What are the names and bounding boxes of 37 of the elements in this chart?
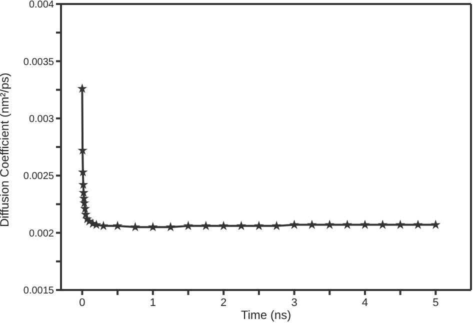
point [361,220,369,228]
y-tick-label: 0.004 [28,0,54,11]
y-tick-label: 0.0025 [23,171,54,182]
x-tick-label: 4 [362,297,368,309]
point [255,222,263,230]
point [202,222,210,230]
point [100,222,108,230]
y-axis-title: Diffusion Coefficient (nm²/ps) [0,72,12,227]
x-tick-label: 1 [150,297,156,309]
point [114,222,122,230]
point [166,223,174,230]
point [184,222,192,230]
point [414,220,422,228]
point [326,220,334,228]
y-tick-label: 0.003 [28,114,54,125]
point [220,222,228,230]
point [308,220,316,228]
point [78,84,86,92]
point [79,168,87,176]
x-tick-label: 5 [432,297,439,309]
point [92,220,100,228]
x-tick-label: 2 [220,297,227,309]
y-tick-label: 0.0035 [23,56,54,68]
point [378,220,386,228]
point [149,223,157,230]
point [343,220,352,228]
y-tick-label: 0.002 [28,228,54,240]
point [396,220,404,228]
point [237,222,246,230]
x-tick-label: 3 [291,297,298,309]
point [131,223,140,230]
point [290,220,298,228]
x-tick-label: 0 [79,297,86,309]
point [432,220,440,228]
y-tick-label: 0.0015 [23,286,54,297]
x-axis-title: Time (ns) [240,308,292,322]
point [272,222,280,230]
